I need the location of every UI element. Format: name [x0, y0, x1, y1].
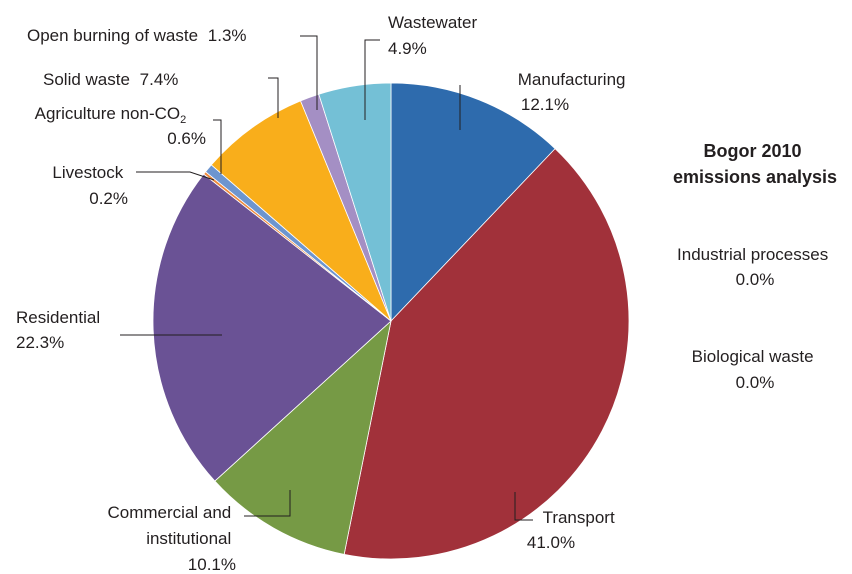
pie-slice-commercial: [214, 319, 392, 555]
label-wastewater: Wastewater 4.9%: [388, 13, 482, 58]
label-solid-waste: Solid waste 7.4%: [43, 70, 178, 89]
leader-line-open-burning: [300, 35, 318, 110]
label-manufacturing: Manufacturing 12.1%: [518, 70, 630, 114]
label-agriculture: Agriculture non-CO2 0.6%: [35, 104, 206, 148]
label-industrial-processes: Industrial processes 0.0%: [677, 245, 833, 289]
label-transport: Transport 41.0%: [527, 508, 620, 552]
leader-line-wastewater: [364, 39, 380, 120]
leader-lines: [120, 35, 533, 521]
chart-title: Bogor 2010 emissions analysis: [673, 141, 837, 187]
label-commercial: Commercial and institutional 10.1%: [108, 503, 237, 574]
label-residential: Residential 22.3%: [16, 308, 105, 352]
pie-slice-wastewater: [318, 82, 392, 322]
pie-slice-solid_waste: [210, 100, 392, 322]
pie-slices: [152, 82, 630, 560]
leader-line-livestock: [136, 171, 215, 181]
label-open-burning: Open burning of waste 1.3%: [27, 26, 247, 45]
leader-line-transport: [514, 492, 533, 521]
label-biological-waste: Biological waste 0.0%: [692, 347, 819, 392]
leader-line-commercial: [244, 490, 291, 517]
leader-line-agriculture: [213, 119, 222, 174]
pie-slice-manufacturing: [390, 82, 556, 322]
label-livestock: Livestock 0.2%: [52, 163, 128, 208]
leader-line-solid-waste: [268, 77, 279, 118]
pie-slice-residential: [152, 173, 392, 482]
pie-slice-transport: [343, 148, 630, 560]
